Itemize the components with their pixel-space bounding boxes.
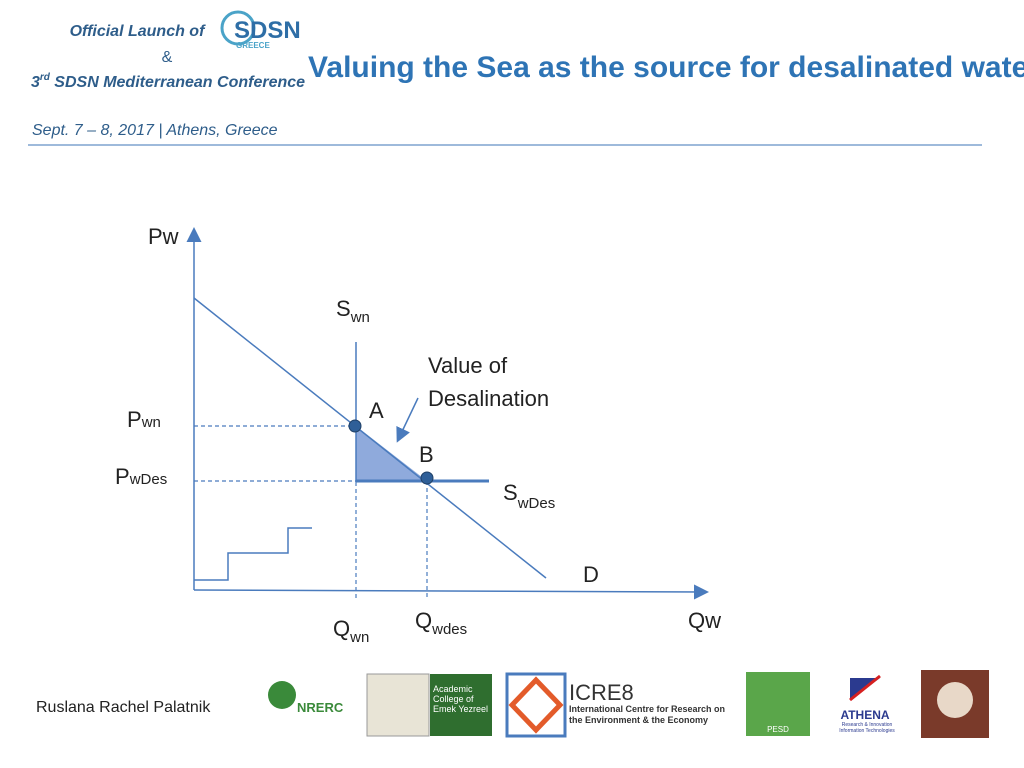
- b-label: B: [419, 442, 434, 467]
- author: Ruslana Rachel Palatnik: [36, 699, 211, 716]
- supply-des-label: SwDes: [503, 480, 555, 512]
- x-axis: [193, 584, 709, 600]
- pesd-logo: PESD: [767, 725, 789, 734]
- demand-label: D: [583, 562, 599, 587]
- x-axis-label: Qw: [688, 608, 721, 633]
- nrerc-tree: [268, 681, 296, 709]
- emek-logo: Academic College of Emek Yezreel: [433, 684, 489, 714]
- sdsn-logo-ring: [220, 10, 256, 46]
- athena-logo: ATHENA: [840, 708, 889, 722]
- point-a: [348, 419, 362, 433]
- conf-rest: SDSN Mediterranean Conference: [50, 74, 305, 91]
- athens-logo: [746, 672, 810, 736]
- emek-logo-bg: [430, 674, 492, 736]
- conf-sup: rd: [40, 72, 51, 83]
- nrerc-logo: NRERC: [297, 700, 344, 715]
- main: S: [336, 296, 351, 321]
- sub: wn: [141, 414, 161, 431]
- main: S: [503, 480, 518, 505]
- main: P: [115, 464, 130, 489]
- a-label: A: [369, 398, 384, 423]
- sdsn-logo: SDSN: [234, 17, 301, 44]
- sub: wDes: [517, 495, 556, 512]
- athena-sub: Research & Innovation Information Techno…: [839, 722, 895, 734]
- launch-text: Official Launch of: [70, 23, 207, 40]
- price-natural-label: Pwn: [127, 407, 161, 432]
- y-axis-label: Pw: [148, 224, 179, 249]
- icre8-sub-box: International Centre for Research on the…: [569, 704, 726, 725]
- supply-natural-label: Swn: [336, 296, 370, 326]
- title: Valuing the Sea as the source for desali…: [308, 51, 1024, 84]
- annotation-arrow: [396, 397, 419, 443]
- annotation-line: Desalination: [428, 386, 549, 411]
- value-area: [356, 426, 427, 481]
- annotation-line: Value of: [428, 353, 508, 378]
- date: Sept. 7 – 8, 2017 | Athens, Greece: [32, 122, 278, 139]
- emek-logo-box: Academic College of Emek Yezreel: [433, 684, 489, 714]
- athena-sub-box: Research & Innovation Information Techno…: [839, 722, 895, 734]
- main: P: [127, 407, 142, 432]
- qty-des-label: Qwdes: [415, 608, 467, 638]
- icre8-icon: [505, 672, 567, 738]
- icre8-logo: ICRE8: [569, 680, 634, 705]
- sub: wn: [350, 309, 370, 326]
- main: Q: [333, 616, 350, 641]
- conference: 3rd SDSN Mediterranean Conference: [31, 72, 305, 91]
- main: Q: [415, 608, 432, 633]
- sub: wDes: [129, 471, 168, 488]
- demand-line: [193, 297, 547, 579]
- icre8-icon-diamond: [508, 676, 564, 734]
- icre8-sub: International Centre for Research on the…: [569, 704, 726, 725]
- uoa-logo-head: [937, 682, 973, 718]
- price-des-label: PwDes: [115, 464, 167, 489]
- sub: wdes: [431, 621, 467, 638]
- title-line: Valuing the Sea as the source for desali…: [308, 51, 1024, 84]
- conf-num: 3: [31, 74, 40, 91]
- sdsn-logo-sub: GREECE: [236, 41, 270, 50]
- qty-natural-label: Qwn: [333, 616, 369, 646]
- point-b: [420, 471, 434, 485]
- amp: &: [162, 49, 173, 66]
- emek-logo-img: [366, 673, 430, 737]
- sub: wn: [349, 629, 369, 646]
- staircase: [194, 527, 312, 581]
- athena-mark-red: [849, 674, 881, 702]
